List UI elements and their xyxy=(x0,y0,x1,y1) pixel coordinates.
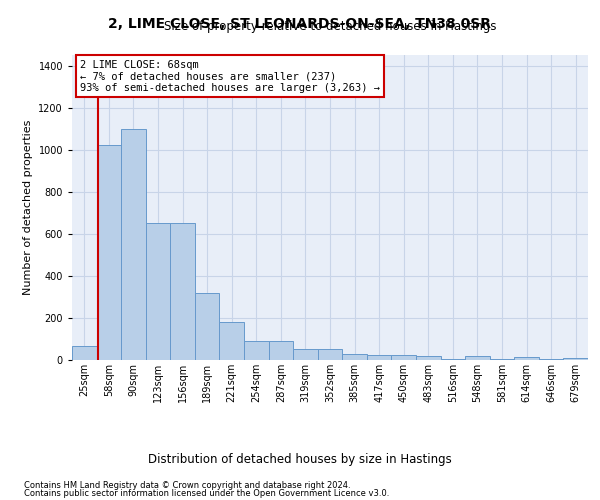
Text: Distribution of detached houses by size in Hastings: Distribution of detached houses by size … xyxy=(148,452,452,466)
Bar xyxy=(72,346,97,360)
Text: 2 LIME CLOSE: 68sqm
← 7% of detached houses are smaller (237)
93% of semi-detach: 2 LIME CLOSE: 68sqm ← 7% of detached hou… xyxy=(80,60,380,93)
Bar xyxy=(318,350,342,360)
Bar xyxy=(121,128,146,360)
Bar xyxy=(440,359,465,360)
Bar xyxy=(146,224,170,360)
Bar xyxy=(170,224,195,360)
Bar xyxy=(244,341,269,360)
Bar xyxy=(391,354,416,360)
Bar xyxy=(539,359,563,360)
Text: Contains public sector information licensed under the Open Government Licence v3: Contains public sector information licen… xyxy=(24,489,389,498)
Bar xyxy=(490,359,514,360)
Bar xyxy=(465,356,490,360)
Bar xyxy=(97,146,121,360)
Y-axis label: Number of detached properties: Number of detached properties xyxy=(23,120,33,295)
Bar xyxy=(514,358,539,360)
Bar xyxy=(416,356,440,360)
Bar xyxy=(269,341,293,360)
Text: 2, LIME CLOSE, ST LEONARDS-ON-SEA, TN38 0SR: 2, LIME CLOSE, ST LEONARDS-ON-SEA, TN38 … xyxy=(109,18,491,32)
Bar xyxy=(563,358,588,360)
Bar xyxy=(293,350,318,360)
Bar xyxy=(220,322,244,360)
Text: Contains HM Land Registry data © Crown copyright and database right 2024.: Contains HM Land Registry data © Crown c… xyxy=(24,481,350,490)
Bar xyxy=(342,354,367,360)
Bar xyxy=(195,292,220,360)
Bar xyxy=(367,354,391,360)
Title: Size of property relative to detached houses in Hastings: Size of property relative to detached ho… xyxy=(164,20,496,33)
